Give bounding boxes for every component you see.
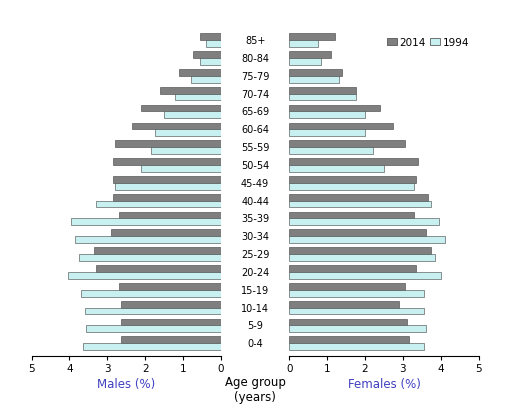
Bar [81,290,221,297]
Bar [289,52,331,59]
Text: 65-69: 65-69 [241,107,269,117]
Bar [75,237,221,243]
Bar [289,130,365,137]
Bar [200,34,221,41]
Bar [72,219,221,226]
Bar [289,219,439,226]
Bar [176,94,221,101]
Bar [289,70,342,76]
Bar [67,272,221,279]
Bar [79,254,221,261]
Bar [289,248,431,254]
Bar [132,123,221,130]
Bar [289,88,356,94]
Bar [289,319,407,326]
Bar [289,34,335,41]
Bar [289,212,414,219]
Bar [289,265,416,272]
Bar [289,177,416,183]
X-axis label: Males (%): Males (%) [97,377,155,390]
Text: 30-34: 30-34 [241,232,269,242]
Legend: 2014, 1994: 2014, 1994 [383,34,473,52]
Bar [289,283,405,290]
Bar [289,76,339,83]
Text: 35-39: 35-39 [241,214,269,224]
Text: Age group
(years): Age group (years) [225,375,286,403]
Bar [289,254,435,261]
Bar [164,112,221,119]
Bar [289,230,426,237]
Text: 55-59: 55-59 [241,143,269,153]
Bar [289,166,384,172]
Bar [193,52,221,59]
Text: 75-79: 75-79 [241,72,269,82]
Text: 25-29: 25-29 [241,249,269,259]
Bar [85,308,221,315]
Text: 20-24: 20-24 [241,267,269,277]
Text: 15-19: 15-19 [241,285,269,295]
Bar [289,41,318,48]
Bar [289,94,356,101]
Bar [113,177,221,183]
Bar [289,344,424,350]
Bar [111,230,221,237]
Bar [289,337,409,344]
Bar [119,283,221,290]
Bar [289,141,405,148]
Bar [289,308,424,315]
Text: 5-9: 5-9 [247,321,263,330]
Bar [120,301,221,308]
Bar [113,194,221,201]
Bar [289,272,441,279]
Bar [115,183,221,190]
Bar [289,290,424,297]
Bar [115,141,221,148]
Bar [86,326,221,333]
Bar [96,201,221,208]
X-axis label: Females (%): Females (%) [348,377,420,390]
Bar [289,123,393,130]
Bar [120,319,221,326]
Text: 45-49: 45-49 [241,178,269,188]
Text: 0-4: 0-4 [247,338,263,348]
Bar [289,183,414,190]
Bar [289,159,418,166]
Bar [179,70,221,76]
Bar [289,106,380,112]
Text: 60-64: 60-64 [241,125,269,135]
Bar [141,166,221,172]
Bar [160,88,221,94]
Bar [289,112,365,119]
Bar [96,265,221,272]
Bar [289,237,444,243]
Bar [94,248,221,254]
Bar [200,59,221,65]
Text: 40-44: 40-44 [241,196,269,206]
Bar [289,301,399,308]
Bar [289,326,426,333]
Bar [155,130,221,137]
Bar [120,337,221,344]
Text: 85+: 85+ [245,36,265,46]
Bar [83,344,221,350]
Text: 50-54: 50-54 [241,161,269,171]
Bar [119,212,221,219]
Bar [289,59,321,65]
Bar [289,148,372,155]
Bar [206,41,221,48]
Bar [289,201,431,208]
Bar [190,76,221,83]
Bar [289,194,428,201]
Bar [113,159,221,166]
Text: 10-14: 10-14 [241,303,269,313]
Bar [151,148,221,155]
Text: 80-84: 80-84 [241,54,269,64]
Bar [141,106,221,112]
Text: 70-74: 70-74 [241,90,269,99]
